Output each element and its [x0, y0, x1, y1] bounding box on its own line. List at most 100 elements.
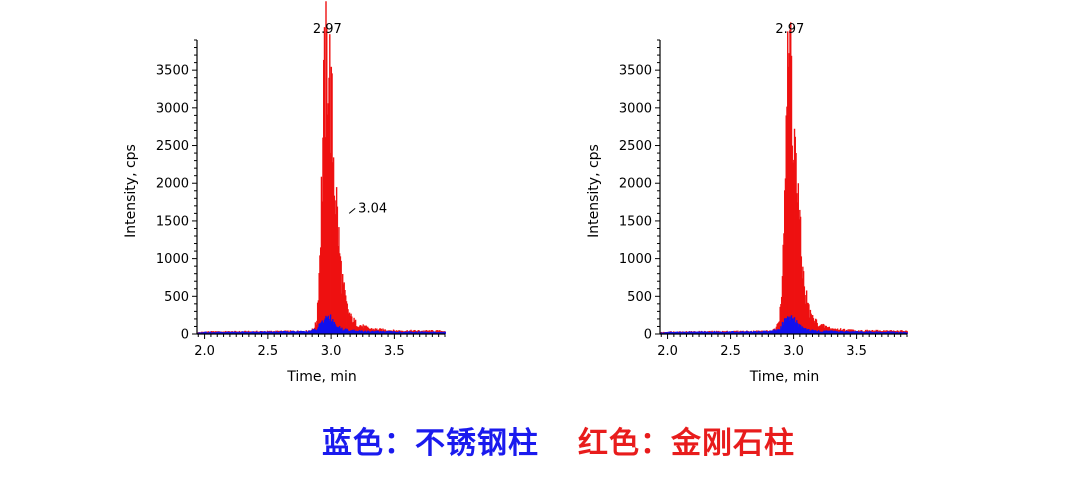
data-bar: [379, 330, 382, 334]
y-tick-label: 3500: [619, 64, 652, 79]
data-bar: [708, 332, 710, 334]
data-bar: [790, 315, 793, 334]
data-bar: [409, 330, 411, 334]
data-bar: [204, 331, 206, 334]
data-bar: [235, 332, 238, 334]
y-axis-title: Intensity, cps: [123, 144, 139, 238]
data-bar: [373, 331, 376, 334]
data-bar: [289, 331, 292, 334]
data-bar: [360, 326, 363, 334]
data-bar: [401, 330, 404, 334]
data-bar: [876, 331, 878, 334]
data-bar: [343, 329, 345, 334]
data-bar: [794, 136, 796, 334]
data-bar: [666, 332, 669, 334]
data-bar: [734, 331, 737, 334]
data-bar: [335, 187, 338, 334]
data-bar: [398, 331, 400, 334]
data-bar: [390, 331, 392, 334]
data-bar: [906, 332, 908, 334]
data-bar: [810, 313, 812, 334]
data-bar: [385, 331, 387, 334]
data-bar: [220, 332, 222, 334]
data-bar: [673, 332, 676, 334]
data-bar: [434, 331, 437, 334]
data-bar: [342, 284, 345, 334]
y-tick-label: 1000: [619, 252, 652, 267]
data-bar: [341, 327, 343, 334]
data-bar: [834, 330, 837, 334]
data-bar: [763, 331, 765, 334]
data-bar: [759, 331, 762, 334]
data-bar: [838, 331, 840, 334]
data-bar: [891, 331, 893, 334]
data-bar: [697, 331, 700, 334]
data-bar: [808, 317, 811, 334]
peak-leader-line: [348, 208, 356, 214]
x-minor-ticks: [197, 334, 446, 339]
data-bar: [230, 331, 232, 334]
y-tick-label: 3000: [619, 101, 652, 116]
data-bar: [364, 331, 366, 334]
data-bar: [231, 332, 233, 334]
data-bar: [823, 330, 825, 334]
y-axis-title: Intensity, cps: [586, 144, 602, 238]
data-bar: [705, 331, 707, 334]
data-bar: [341, 293, 343, 334]
data-bar: [894, 332, 896, 334]
data-bar: [231, 331, 234, 334]
data-bar: [781, 276, 784, 334]
data-bar: [798, 219, 800, 334]
data-bar: [247, 332, 249, 334]
data-bar: [901, 330, 903, 334]
data-bar: [288, 332, 291, 334]
data-bar: [691, 331, 693, 334]
data-bar: [345, 295, 347, 334]
data-bar: [399, 331, 402, 334]
data-bar: [322, 137, 324, 334]
data-bar: [687, 331, 690, 334]
data-bar: [786, 106, 788, 334]
data-bar: [802, 328, 805, 334]
data-bar: [359, 330, 361, 334]
data-bar: [350, 313, 352, 334]
data-bar: [805, 290, 808, 334]
data-bar: [681, 332, 684, 334]
data-bar: [681, 332, 683, 334]
data-bar: [892, 331, 895, 334]
data-bar: [798, 323, 800, 334]
data-bar: [719, 331, 722, 334]
data-bar: [900, 331, 902, 334]
data-bar: [347, 330, 349, 334]
data-bar: [415, 331, 418, 334]
data-bar: [364, 330, 367, 334]
data-bar: [338, 326, 341, 334]
data-bar: [803, 329, 806, 334]
data-bar: [903, 331, 905, 334]
data-bar: [203, 332, 206, 334]
data-bar: [312, 329, 314, 334]
data-bar: [360, 330, 363, 334]
data-bar: [245, 331, 247, 334]
data-bar: [871, 331, 874, 334]
data-bar: [370, 331, 372, 334]
data-bar: [198, 332, 200, 334]
data-bar: [828, 330, 831, 334]
data-bar: [431, 330, 433, 334]
data-bar: [731, 331, 734, 334]
data-bar: [796, 202, 799, 334]
data-bar: [291, 330, 293, 334]
data-bar: [812, 330, 815, 334]
data-bar: [683, 331, 685, 334]
data-bar: [400, 332, 402, 334]
data-bar: [778, 329, 781, 334]
data-bar: [328, 77, 330, 334]
data-bar: [317, 300, 320, 334]
data-bar: [739, 331, 741, 334]
data-bar: [856, 331, 858, 334]
x-tick-label: 3.5: [846, 344, 867, 359]
data-bar: [354, 319, 357, 334]
data-bar: [775, 326, 778, 334]
data-bar: [326, 317, 329, 334]
